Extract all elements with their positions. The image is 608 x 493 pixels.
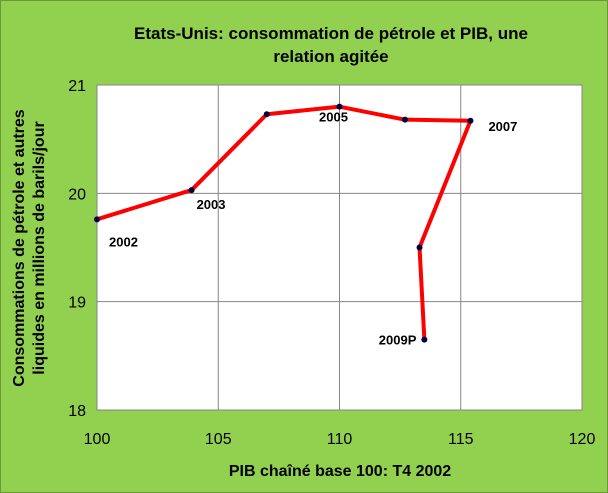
y-tick-label: 18 <box>68 403 86 420</box>
point-label-2005: 2005 <box>319 110 348 125</box>
y-tick-label: 19 <box>68 295 86 312</box>
data-point-marker <box>421 336 428 343</box>
data-markers <box>94 103 474 343</box>
data-point-marker <box>263 111 270 118</box>
y-tick-labels: 18 19 20 21 <box>68 78 86 420</box>
data-point-marker <box>188 187 195 194</box>
data-point-marker <box>416 244 423 251</box>
y-axis-title-line2: liquides en millions de barils/jour <box>31 121 48 374</box>
point-label-2002: 2002 <box>109 234 138 249</box>
point-label-2009p: 2009P <box>379 333 417 348</box>
chart-title-line2: relation agitée <box>273 47 388 66</box>
point-label-2003: 2003 <box>197 197 226 212</box>
y-tick-label: 21 <box>68 78 86 95</box>
chart-title-line1: Etats-Unis: consommation de pétrole et P… <box>134 24 528 43</box>
data-point-marker <box>401 116 408 123</box>
y-axis-title-line1: Consommations de pétrole et autres <box>11 109 28 386</box>
x-tick-label: 115 <box>448 431 474 448</box>
data-point-marker <box>94 216 100 223</box>
x-tick-labels: 100 105 110 115 120 <box>84 431 596 448</box>
x-tick-label: 100 <box>84 431 111 448</box>
series-line <box>95 104 473 342</box>
x-tick-label: 105 <box>205 431 232 448</box>
data-point-marker <box>336 103 343 110</box>
x-tick-label: 120 <box>569 431 596 448</box>
x-axis-title: PIB chaîné base 100: T4 2002 <box>229 463 451 480</box>
point-annotations: 2002 2003 2005 2007 2009P <box>109 110 517 348</box>
data-point-marker <box>467 117 474 124</box>
x-tick-label: 110 <box>327 431 353 448</box>
point-label-2007: 2007 <box>488 119 517 134</box>
y-tick-label: 20 <box>68 186 86 203</box>
